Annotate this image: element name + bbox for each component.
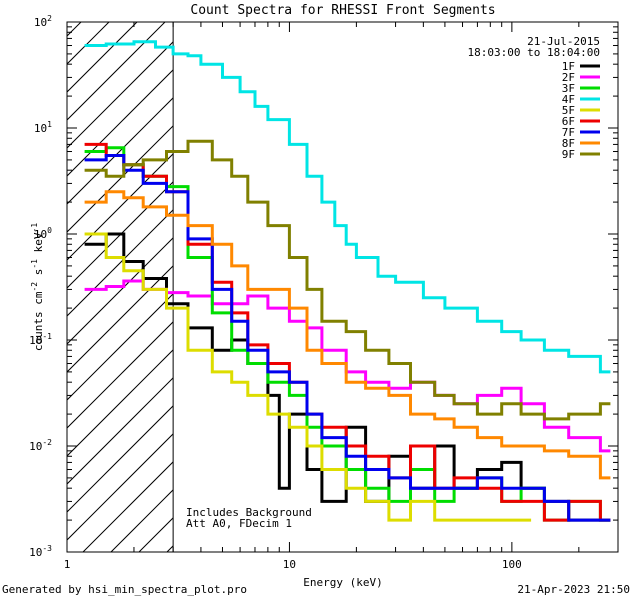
series-line-3F bbox=[84, 146, 611, 522]
time-range-label: 18:03:00 to 18:04:00 bbox=[468, 46, 600, 59]
y-tick-label-1e2: 102 bbox=[34, 14, 52, 29]
hatch-line bbox=[67, 181, 174, 289]
series-line-4F bbox=[84, 40, 611, 374]
y-tick-label-1e-2: 10-2 bbox=[29, 438, 52, 453]
y-tick-labels: 10-3 10-2 10-1 100 101 102 bbox=[29, 14, 52, 559]
legend-label-6F: 6F bbox=[562, 115, 575, 128]
hatch-line bbox=[67, 377, 174, 485]
hatch-line bbox=[67, 22, 166, 121]
legend-label-9F: 9F bbox=[562, 148, 575, 161]
hatch-line bbox=[67, 22, 82, 37]
hatch-line bbox=[419, 0, 640, 552]
generated-by-label: Generated by hsi_min_spectra_plot.pro bbox=[2, 583, 248, 596]
hatch-line bbox=[67, 125, 174, 233]
x-tick-labels: 1 10 100 bbox=[64, 558, 522, 571]
series-line-9F bbox=[84, 139, 611, 421]
hatch-line bbox=[67, 153, 174, 261]
series-line-7F bbox=[84, 154, 611, 522]
date-label: 21-Jul-2015 bbox=[527, 35, 600, 48]
y-tick-label-1e0: 100 bbox=[34, 226, 52, 241]
hatch-line bbox=[0, 0, 27, 552]
hatch-line bbox=[67, 41, 174, 149]
annotation-background: Includes Background bbox=[186, 506, 312, 519]
axis-ticks bbox=[66, 22, 619, 553]
hatch-line bbox=[67, 22, 138, 93]
series-layer bbox=[84, 40, 611, 522]
series-line-5F bbox=[84, 232, 532, 522]
hatch-line bbox=[67, 405, 174, 513]
legend-label-7F: 7F bbox=[562, 126, 575, 139]
series-line-8F bbox=[84, 190, 611, 480]
hatch-line bbox=[67, 265, 174, 373]
y-tick-label-1e-3: 10-3 bbox=[29, 544, 52, 559]
legend-label-1F: 1F bbox=[562, 60, 575, 73]
legend-label-3F: 3F bbox=[562, 82, 575, 95]
hatch-line bbox=[0, 0, 55, 552]
hatch-line bbox=[67, 69, 174, 177]
y-tick-label-1e1: 101 bbox=[34, 120, 52, 135]
x-tick-label-100: 100 bbox=[502, 558, 522, 571]
plot-frame bbox=[66, 21, 619, 553]
timestamp-label: 21-Apr-2023 21:50 bbox=[517, 583, 630, 596]
legend-label-2F: 2F bbox=[562, 71, 575, 84]
chart-title: Count Spectra for RHESSI Front Segments bbox=[190, 3, 495, 18]
legend-label-8F: 8F bbox=[562, 137, 575, 150]
hatch-line bbox=[67, 209, 174, 317]
legend-label-4F: 4F bbox=[562, 93, 575, 106]
annotation-attenuator: Att A0, FDecim 1 bbox=[186, 517, 292, 530]
legend-label-5F: 5F bbox=[562, 104, 575, 117]
x-tick-label-1: 1 bbox=[64, 558, 71, 571]
x-axis-label: Energy (keV) bbox=[303, 576, 382, 589]
x-tick-label-10: 10 bbox=[283, 558, 296, 571]
y-axis-label: counts cm-2 s-1 keV-1 bbox=[30, 223, 45, 351]
hatch-line bbox=[67, 433, 174, 541]
y-tick-label-1e-1: 10-1 bbox=[29, 332, 52, 347]
